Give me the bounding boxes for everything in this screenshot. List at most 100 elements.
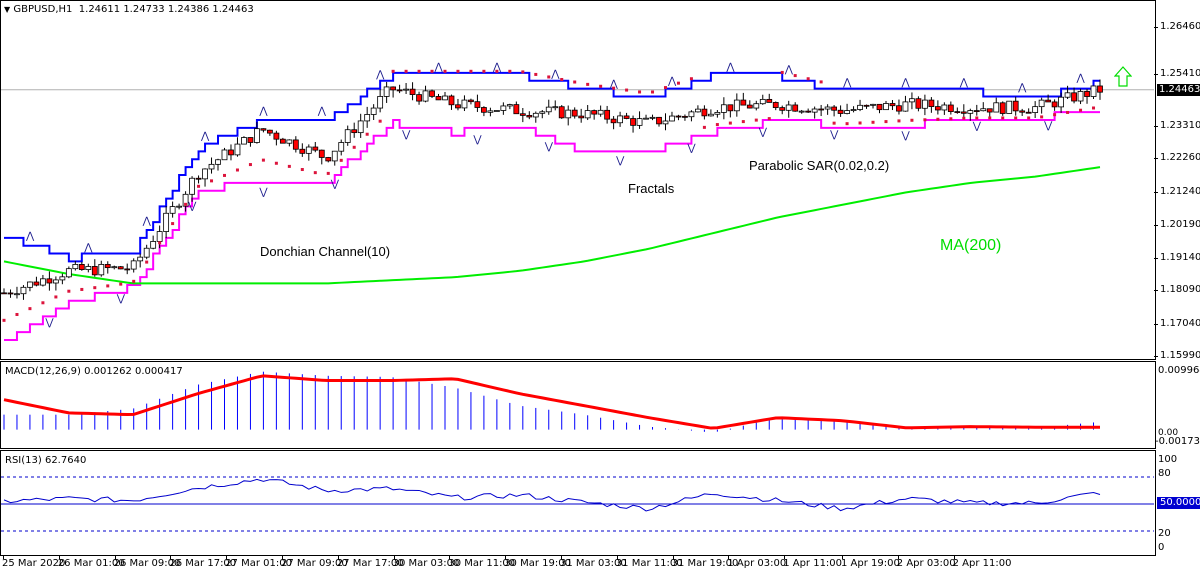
svg-text:⋀: ⋀ [784, 65, 794, 76]
price-axis-label: 1.19140 [1160, 252, 1200, 263]
time-axis-label: 27 Mar 01:00 [225, 558, 292, 569]
svg-text:⋁: ⋁ [615, 155, 625, 166]
svg-text:⋁: ⋁ [330, 179, 340, 190]
svg-text:⋁: ⋁ [972, 121, 982, 132]
time-axis-tick [282, 555, 283, 559]
price-axis-label: 1.17040 [1160, 318, 1200, 329]
svg-text:⋁: ⋁ [472, 134, 482, 145]
donchian-channel-annotation: Donchian Channel(10) [260, 244, 391, 259]
svg-text:⋁: ⋁ [900, 130, 910, 141]
rsi-level-tag: 50.0000 [1157, 497, 1200, 509]
time-axis-tick [561, 555, 562, 559]
time-axis-tick [505, 555, 507, 559]
time-axis-label: 30 Mar 11:00 [448, 558, 516, 569]
time-axis-label: 30 Mar 03:00 [392, 558, 460, 569]
time-axis-label: 26 Mar 09:00 [113, 558, 181, 569]
svg-text:⋀: ⋀ [1076, 73, 1086, 84]
time-axis-tick [616, 555, 618, 559]
svg-text:⋁: ⋁ [44, 317, 54, 328]
price-axis-tick [1154, 324, 1158, 325]
price-axis-label: 1.25410 [1160, 68, 1200, 79]
price-axis-label: 1.23310 [1160, 120, 1200, 131]
svg-text:⋁: ⋁ [401, 129, 411, 140]
price-axis-tick [1154, 225, 1158, 226]
price-axis-label: 1.15990 [1160, 350, 1200, 361]
macd-axis-zero: 0.00 [1158, 428, 1179, 438]
svg-text:⋀: ⋀ [725, 62, 735, 73]
time-axis-label: 2 Apr 11:00 [952, 558, 1012, 569]
svg-text:⋀: ⋀ [900, 78, 910, 89]
macd-label: MACD(12,26,9) 0.001262 0.000417 [5, 366, 183, 377]
parabolic-sar-annotation: Parabolic SAR(0.02,0.2) [749, 158, 890, 173]
price-axis-label: 1.20190 [1160, 219, 1200, 230]
time-axis-tick [226, 555, 228, 559]
time-axis-label: 31 Mar 19:00 [671, 558, 739, 569]
time-axis-label: 1 Apr 19:00 [841, 558, 900, 569]
macd-axis-max: 0.009964 [1158, 365, 1200, 376]
time-axis-tick [842, 555, 843, 559]
price-axis-tick [1154, 74, 1158, 75]
svg-text:⋁: ⋁ [829, 130, 839, 141]
price-axis-tick [1154, 27, 1158, 28]
svg-text:⋀: ⋀ [200, 131, 210, 142]
rsi-axis-80: 80 [1158, 468, 1171, 479]
price-axis-label: 1.26460 [1160, 21, 1200, 32]
price-axis-label: 1.22260 [1160, 152, 1200, 163]
time-axis-tick [3, 555, 4, 559]
price-axis-tick [1154, 356, 1158, 357]
svg-text:⋀: ⋀ [1017, 83, 1027, 94]
time-axis-label: 1 Apr 11:00 [783, 558, 843, 569]
svg-text:⋀: ⋀ [83, 242, 93, 253]
svg-text:⋁: ⋁ [544, 142, 554, 153]
time-axis-tick [897, 555, 899, 559]
price-axis-tick [1154, 290, 1158, 291]
time-axis-label: 27 Mar 09:00 [281, 558, 348, 569]
time-axis-label: 2 Apr 03:00 [896, 558, 956, 569]
price-axis-label: 1.21240 [1160, 186, 1200, 197]
time-axis-tick [337, 555, 339, 559]
price-axis-tick [1154, 258, 1158, 259]
time-axis-tick [672, 555, 674, 559]
svg-text:⋀: ⋀ [959, 78, 969, 89]
ma200-annotation: MA(200) [940, 237, 1002, 254]
time-axis-label: 31 Mar 11:00 [615, 558, 683, 569]
svg-text:⋀: ⋀ [842, 78, 852, 89]
svg-text:⋀: ⋀ [550, 69, 560, 80]
time-axis-tick [58, 555, 60, 559]
rsi-panel[interactable] [0, 450, 1156, 556]
time-axis-tick [393, 555, 395, 559]
rsi-axis-20: 20 [1158, 528, 1171, 539]
fractals-annotation: Fractals [628, 181, 675, 196]
time-axis-label: 25 Mar 2020 [2, 558, 66, 569]
time-axis-tick [784, 555, 786, 559]
price-axis-tick [1154, 126, 1158, 127]
buy-signal-up-arrow-icon [1113, 66, 1133, 92]
symbol-label: GBPUSD,H1 [13, 4, 73, 15]
svg-text:⋁: ⋁ [116, 294, 126, 305]
price-axis-tick [1154, 158, 1158, 159]
chart-title: ▼ GBPUSD,H1 1.24611 1.24733 1.24386 1.24… [4, 4, 254, 16]
time-axis-label: 26 Mar 17:00 [169, 558, 237, 569]
svg-text:⋀: ⋀ [317, 106, 327, 117]
collapse-triangle-icon[interactable]: ▼ [4, 5, 11, 14]
svg-text:⋁: ⋁ [1043, 120, 1053, 131]
svg-text:⋀: ⋀ [434, 62, 444, 73]
current-price-tag: 1.24463 [1157, 84, 1200, 96]
time-axis-tick [170, 555, 172, 559]
svg-text:⋀: ⋀ [492, 62, 502, 73]
ohlc-values: 1.24611 1.24733 1.24386 1.24463 [78, 4, 254, 15]
svg-text:⋁: ⋁ [686, 143, 696, 154]
macd-axis-min: -0.001733 [1155, 436, 1200, 447]
rsi-axis-100: 100 [1158, 454, 1178, 465]
svg-text:⋁: ⋁ [258, 187, 268, 198]
svg-text:⋀: ⋀ [258, 106, 268, 117]
svg-text:⋀: ⋀ [375, 69, 385, 80]
time-axis-label: 27 Mar 17:00 [336, 558, 404, 569]
svg-text:⋀: ⋀ [609, 79, 619, 90]
price-axis-tick [1154, 192, 1158, 193]
time-axis-label: 1 Apr 03:00 [727, 558, 787, 569]
time-axis-tick [953, 555, 955, 559]
time-axis-tick [114, 555, 116, 559]
time-axis-label: 31 Mar 03:00 [560, 558, 627, 569]
